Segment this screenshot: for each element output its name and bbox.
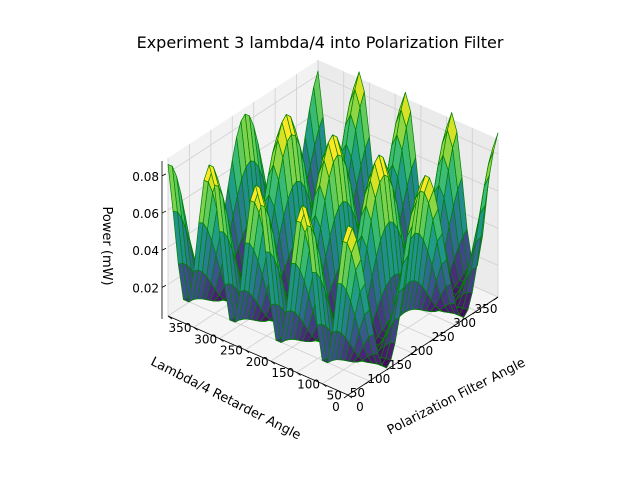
y-tick-mark (347, 394, 353, 399)
surface-patch (354, 71, 365, 108)
z-tick-mark (161, 247, 167, 251)
x-tick-mark (386, 366, 392, 371)
x-tick-label: 350 (475, 302, 498, 316)
y-tick-label: 0 (356, 400, 364, 414)
z-tick-label: 0.04 (132, 244, 159, 258)
y-tick-mark (193, 326, 198, 331)
surface-patch (301, 205, 312, 228)
z-tick-mark (161, 285, 167, 288)
y-tick-label: 300 (194, 332, 217, 346)
z-tick-label: 0.06 (132, 207, 159, 221)
y-tick-label: 250 (220, 344, 243, 358)
y-tick-mark (322, 383, 327, 388)
x-tick-mark (365, 380, 370, 385)
tick-labels: 0501001502002503003500501001502002503003… (132, 170, 499, 414)
chart-title: Experiment 3 lambda/4 into Polarization … (136, 33, 504, 52)
y-axis-line (167, 315, 349, 396)
surface-patch (208, 164, 219, 187)
y-tick-label: 100 (297, 377, 320, 391)
surface-patch (400, 91, 411, 128)
surface-patch (313, 70, 324, 129)
x-tick-label: 0 (332, 400, 340, 414)
surface-patch (447, 112, 458, 149)
x-tick-label: 150 (389, 358, 412, 372)
z-axis-label: Power (mW) (99, 206, 114, 285)
z-tick-label: 0.02 (132, 281, 159, 295)
surface-patch (255, 184, 266, 208)
z-tick-mark (161, 210, 167, 214)
z-tick-mark (161, 173, 167, 177)
x-tick-mark (450, 324, 456, 329)
surface-patch (374, 154, 385, 183)
y-tick-mark (219, 338, 224, 342)
x-tick-mark (429, 338, 434, 343)
x-tick-label: 200 (410, 344, 433, 358)
y-tick-mark (167, 315, 173, 320)
x-tick-label: 50 (350, 386, 365, 400)
surface-patch (327, 134, 339, 163)
surface-patch (415, 175, 426, 199)
x-tick-label: 100 (367, 372, 390, 386)
y-tick-mark (244, 349, 250, 354)
y-tick-label: 50 (327, 389, 342, 403)
x-tick-mark (343, 394, 349, 399)
surface-patch (167, 164, 178, 213)
y-tick-mark (270, 360, 276, 365)
y-tick-label: 150 (271, 366, 294, 380)
surface-patch (281, 114, 292, 143)
x-tick-mark (493, 296, 499, 301)
surface-patch (236, 121, 247, 180)
surface-mesh (167, 70, 499, 369)
x-tick-mark (472, 310, 477, 315)
x-tick-mark (408, 352, 413, 357)
x-tick-label: 300 (453, 316, 476, 330)
surface-patch (342, 225, 353, 244)
y-tick-label: 350 (169, 321, 192, 335)
x-tick-label: 250 (432, 330, 455, 344)
y-tick-label: 200 (246, 355, 269, 369)
z-tick-label: 0.08 (132, 170, 159, 184)
surface-patch (488, 132, 499, 164)
y-tick-mark (296, 372, 301, 376)
